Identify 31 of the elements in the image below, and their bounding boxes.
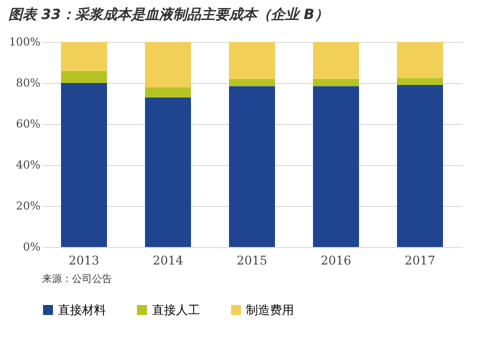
y-tick-label: 40% [16, 158, 40, 172]
bar [397, 42, 443, 78]
x-tick-label: 2014 [152, 254, 184, 268]
bar [313, 78, 359, 86]
bar [61, 42, 107, 71]
bar [61, 70, 107, 83]
bar [61, 83, 107, 247]
bar [145, 42, 191, 88]
bar [229, 86, 275, 247]
source-note: 来源：公司公告 [42, 273, 112, 285]
bar [313, 42, 359, 79]
y-tick-label: 60% [16, 118, 40, 130]
bar [229, 42, 275, 79]
bar [229, 78, 275, 86]
legend-label: 直接材料 [58, 303, 106, 317]
x-tick-label: 2016 [320, 254, 352, 268]
bar [145, 87, 191, 98]
y-tick-label: 80% [16, 76, 40, 90]
legend-label: 直接人工 [152, 303, 200, 317]
x-tick-label: 2013 [68, 254, 100, 268]
x-tick-label: 2015 [236, 254, 268, 268]
y-tick-label: 20% [16, 200, 40, 212]
y-tick-label: 100% [9, 36, 40, 48]
bar [145, 97, 191, 247]
y-tick-label: 0% [23, 240, 40, 254]
legend-label: 制造费用 [246, 303, 294, 317]
chart-title: 图表 33：采浆成本是血液制品主要成本（企业 B） [8, 6, 328, 23]
bar [397, 78, 443, 86]
x-tick-label: 2017 [404, 254, 436, 268]
bar [397, 85, 443, 247]
bar [313, 86, 359, 247]
